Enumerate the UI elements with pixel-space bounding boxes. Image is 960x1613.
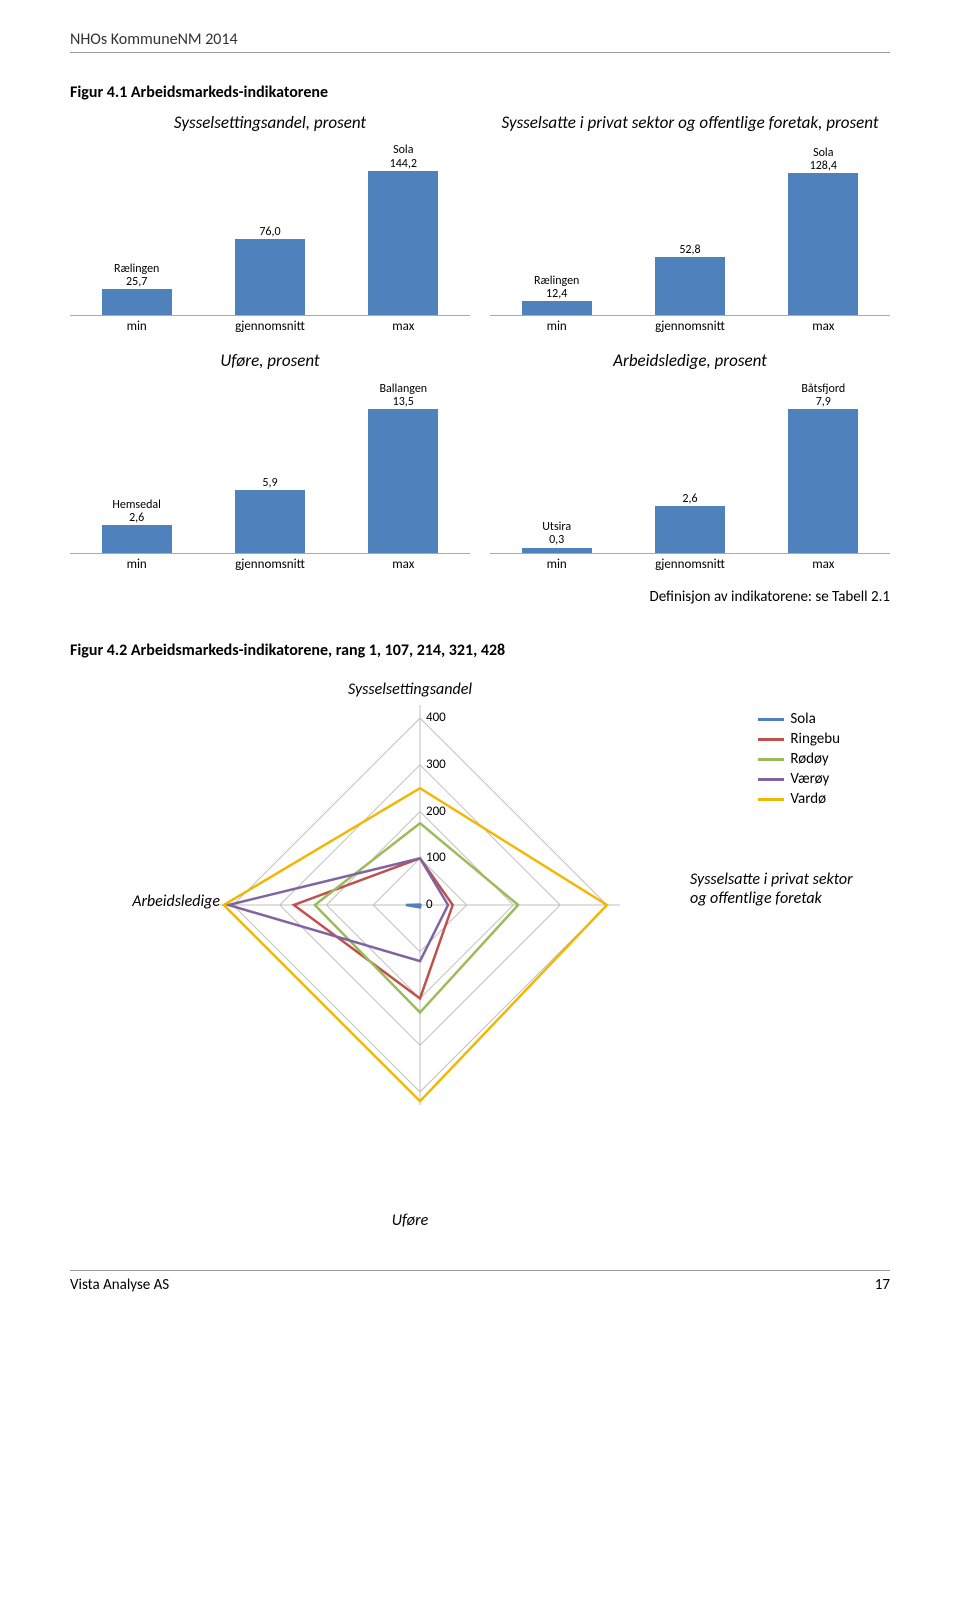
radar-tick-label: 100 xyxy=(426,850,446,865)
bar xyxy=(368,409,438,553)
legend-item: Ringebu xyxy=(758,730,840,748)
legend-item: Rødøy xyxy=(758,750,840,768)
radar-series xyxy=(228,858,448,961)
bar-chart: Arbeidsledige, prosentUtsira0,32,6Båtsfj… xyxy=(490,350,890,580)
bar xyxy=(102,525,172,553)
page-footer: Vista Analyse AS 17 xyxy=(70,1270,890,1294)
category-label: gjennomsnitt xyxy=(203,554,336,572)
footer-left: Vista Analyse AS xyxy=(70,1276,169,1294)
bar xyxy=(788,409,858,553)
bar-chart: Uføre, prosentHemsedal2,65,9Ballangen13,… xyxy=(70,350,470,580)
figure-4-1-title: Figur 4.1 Arbeidsmarkeds-indikatorene xyxy=(70,83,890,102)
category-label: gjennomsnitt xyxy=(623,316,756,334)
radar-legend: Sola Ringebu Rødøy Værøy Vardø xyxy=(758,710,840,810)
legend-label: Ringebu xyxy=(790,730,840,748)
radar-series xyxy=(315,823,518,1012)
legend-swatch xyxy=(758,798,784,801)
category-label: max xyxy=(757,316,890,334)
radar-chart: Sysselsettingsandel Sysselsatte i privat… xyxy=(130,680,830,1230)
figure-4-2-title: Figur 4.2 Arbeidsmarkeds-indikatorene, r… xyxy=(70,641,890,660)
bar xyxy=(522,301,592,315)
bar-chart: Sysselsatte i privat sektor og offentlig… xyxy=(490,112,890,342)
bar-label: Sola128,4 xyxy=(810,147,837,173)
radar-tick-label: 400 xyxy=(426,710,446,725)
bar-chart: Sysselsettingsandel, prosentRælingen25,7… xyxy=(70,112,470,342)
legend-item: Værøy xyxy=(758,770,840,788)
bar-label: Sola144,2 xyxy=(390,144,417,170)
legend-swatch xyxy=(758,778,784,781)
bar-label: Rælingen12,4 xyxy=(534,275,579,301)
radar-tick-label: 200 xyxy=(426,804,446,819)
bar xyxy=(235,490,305,553)
bar xyxy=(655,506,725,553)
category-label: max xyxy=(337,316,470,334)
bar xyxy=(368,171,438,315)
legend-swatch xyxy=(758,758,784,761)
definition-line: Definisjon av indikatorene: se Tabell 2.… xyxy=(70,588,890,606)
bar-charts-grid: Sysselsettingsandel, prosentRælingen25,7… xyxy=(70,112,890,580)
bar xyxy=(522,548,592,553)
category-label: max xyxy=(757,554,890,572)
radar-series xyxy=(294,858,453,998)
category-label: min xyxy=(70,316,203,334)
bar-label: Ballangen13,5 xyxy=(379,383,427,409)
radar-axis-top: Sysselsettingsandel xyxy=(130,680,690,699)
radar-tick-label: 300 xyxy=(426,757,446,772)
legend-item: Sola xyxy=(758,710,840,728)
legend-label: Rødøy xyxy=(790,750,828,768)
category-label: min xyxy=(490,554,623,572)
radar-series xyxy=(224,788,607,1101)
legend-swatch xyxy=(758,738,784,741)
category-label: gjennomsnitt xyxy=(623,554,756,572)
radar-axis-bottom: Uføre xyxy=(130,1211,690,1230)
bar xyxy=(235,239,305,315)
category-label: min xyxy=(490,316,623,334)
bar xyxy=(102,289,172,315)
radar-axis-right: Sysselsatte i privat sektor og offentlig… xyxy=(690,870,870,908)
bar-label: 76,0 xyxy=(259,226,280,239)
bar-label: 2,6 xyxy=(682,493,697,506)
category-label: min xyxy=(70,554,203,572)
bar xyxy=(788,173,858,315)
page-header: NHOs KommuneNM 2014 xyxy=(70,30,890,53)
bar-label: 52,8 xyxy=(679,244,700,257)
radar-series xyxy=(406,905,420,908)
bar-label: Utsira0,3 xyxy=(542,521,571,547)
bar-label: Hemsedal2,6 xyxy=(112,499,161,525)
legend-item: Vardø xyxy=(758,790,840,808)
legend-label: Sola xyxy=(790,710,815,728)
footer-page-number: 17 xyxy=(875,1276,890,1294)
bar-label: 5,9 xyxy=(262,477,277,490)
radar-tick-label: 0 xyxy=(426,897,433,912)
legend-label: Vardø xyxy=(790,790,826,808)
bar-label: Rælingen25,7 xyxy=(114,263,159,289)
legend-label: Værøy xyxy=(790,770,829,788)
category-label: max xyxy=(337,554,470,572)
radar-axis-left: Arbeidsledige xyxy=(100,892,220,911)
bar-label: Båtsfjord7,9 xyxy=(801,383,845,409)
legend-swatch xyxy=(758,718,784,721)
bar xyxy=(655,257,725,315)
category-label: gjennomsnitt xyxy=(203,316,336,334)
